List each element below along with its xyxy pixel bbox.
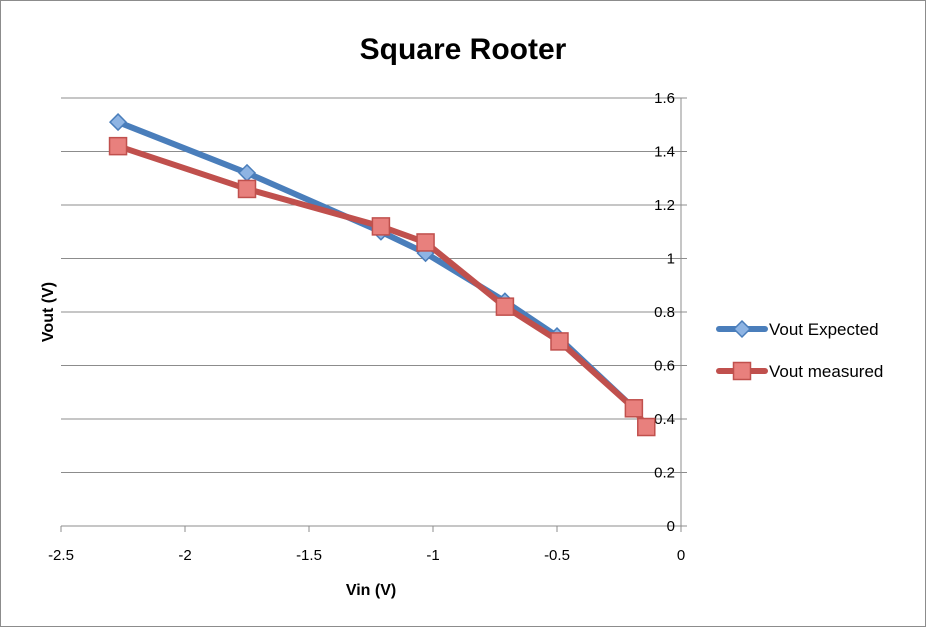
y-tick-label-0-4: 0.4 (654, 411, 675, 428)
legend-marker-vout-expected (732, 319, 752, 339)
gridlines (61, 97, 681, 473)
y-tick-labels: 0 0.2 0.4 0.6 0.8 1 1.2 1.4 1.6 (654, 90, 675, 535)
y-tick-label-1-6: 1.6 (654, 90, 675, 107)
data-point-vout-measured-2 (371, 217, 391, 236)
legend-item-vout-expected: Vout Expected (716, 319, 879, 339)
series-vout-measured (108, 136, 656, 437)
y-tick-label-0: 0 (667, 518, 675, 535)
series-vout-expected (108, 113, 643, 418)
y-tick-label-0-8: 0.8 (654, 304, 675, 321)
x-tick-label-2-5: -2.5 (48, 547, 74, 564)
data-point-vout-measured-6 (624, 399, 644, 418)
legend: Vout Expected Vout measured (716, 319, 883, 381)
data-point-vout-measured-0 (108, 136, 128, 156)
x-tick-label-1-5: -1.5 (296, 547, 322, 564)
y-tick-label-1-4: 1.4 (654, 144, 675, 161)
y-tick-label-0-6: 0.6 (654, 358, 675, 375)
legend-marker-shape-vout-expected (732, 319, 752, 339)
x-axis-title: Vin (V) (346, 582, 396, 599)
y-axis-title: Vout (V) (40, 282, 57, 342)
legend-label-vout-measured: Vout measured (769, 362, 883, 381)
x-tick-label-1: -1 (426, 547, 439, 564)
x-tick-label-0-5: -0.5 (544, 547, 570, 564)
y-tick-label-1: 1 (667, 251, 675, 268)
data-point-vout-measured-3 (416, 233, 435, 252)
legend-marker-vout-measured (732, 361, 752, 381)
legend-item-vout-measured: Vout measured (716, 361, 883, 381)
y-tick-label-1-2: 1.2 (654, 197, 675, 214)
data-point-vout-measured-7 (637, 417, 656, 437)
data-series (108, 113, 656, 437)
data-point-vout-expected-0 (108, 113, 128, 132)
x-tick-label-0: 0 (677, 547, 685, 564)
data-point-vout-measured-1 (237, 179, 257, 199)
legend-marker-shape-vout-measured (732, 361, 752, 381)
axes (60, 97, 687, 532)
data-point-vout-measured-5 (550, 332, 569, 351)
chart-title: Square Rooter (360, 33, 567, 66)
x-tick-labels: -2.5 -2 -1.5 -1 -0.5 0 (48, 547, 685, 564)
x-tick-label-2: -2 (178, 547, 191, 564)
data-point-vout-measured-4 (495, 297, 515, 316)
series-line-vout-measured (115, 143, 650, 431)
legend-label-vout-expected: Vout Expected (769, 320, 879, 339)
y-tick-label-0-2: 0.2 (654, 465, 675, 482)
